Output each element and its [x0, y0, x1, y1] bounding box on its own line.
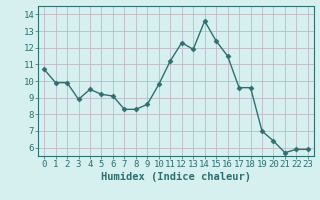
X-axis label: Humidex (Indice chaleur): Humidex (Indice chaleur) [101, 172, 251, 182]
